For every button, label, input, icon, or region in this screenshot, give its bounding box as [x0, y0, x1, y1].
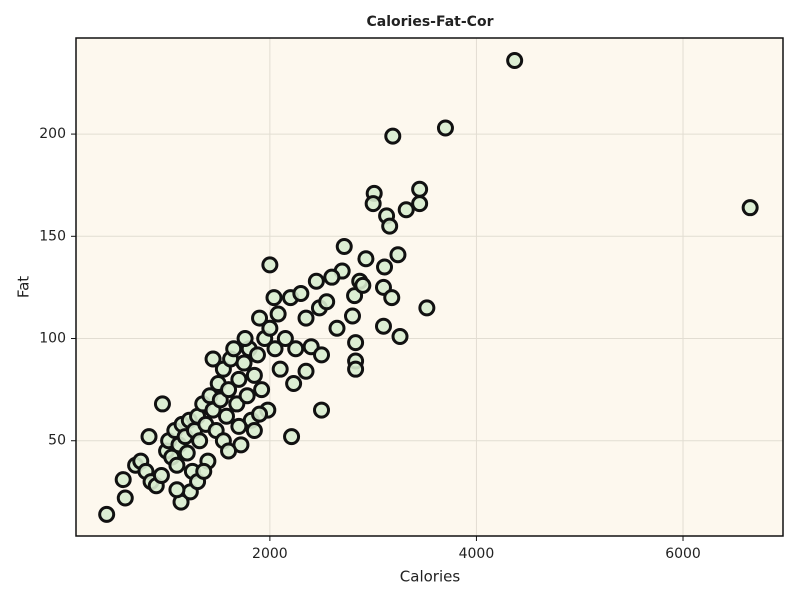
point: [389, 246, 407, 264]
point: [384, 127, 402, 145]
point: [285, 374, 303, 392]
point: [235, 354, 253, 372]
point: [168, 456, 186, 474]
point: [323, 268, 341, 286]
point: [253, 381, 271, 399]
point: [347, 360, 365, 378]
plot-frame: [75, 37, 784, 537]
point: [391, 327, 409, 345]
chart-title: Calories-Fat-Cor: [367, 14, 494, 30]
point: [152, 466, 170, 484]
point: [248, 346, 266, 364]
point: [307, 272, 325, 290]
point: [230, 370, 248, 388]
point: [343, 307, 361, 325]
x-tick-label: 4000: [459, 546, 495, 562]
point: [153, 395, 171, 413]
point: [376, 258, 394, 276]
point: [251, 405, 269, 423]
point: [261, 256, 279, 274]
point: [357, 250, 375, 268]
point: [287, 340, 305, 358]
point: [271, 360, 289, 378]
point: [116, 489, 134, 507]
point: [506, 51, 524, 69]
point: [238, 387, 256, 405]
point: [168, 481, 186, 499]
point: [220, 381, 238, 399]
x-tick-label: 6000: [665, 546, 701, 562]
point: [191, 432, 209, 450]
point: [251, 309, 269, 327]
point: [276, 330, 294, 348]
point: [269, 305, 287, 323]
point: [383, 289, 401, 307]
point: [140, 428, 158, 446]
point: [436, 119, 454, 137]
y-tick-label: 150: [39, 228, 66, 244]
point: [297, 362, 315, 380]
point: [347, 334, 365, 352]
point: [364, 195, 382, 213]
point: [374, 317, 392, 335]
point: [236, 330, 254, 348]
point: [98, 505, 116, 523]
point: [178, 444, 196, 462]
point: [245, 366, 263, 384]
point: [335, 238, 353, 256]
point: [297, 309, 315, 327]
point: [292, 285, 310, 303]
point: [411, 195, 429, 213]
point: [204, 350, 222, 368]
point: [114, 471, 132, 489]
x-tick-label: 2000: [252, 546, 288, 562]
point: [354, 276, 372, 294]
point: [397, 201, 415, 219]
point: [313, 401, 331, 419]
point: [328, 319, 346, 337]
point: [245, 422, 263, 440]
point: [265, 289, 283, 307]
point: [381, 217, 399, 235]
point: [266, 340, 284, 358]
point: [217, 407, 235, 425]
point: [195, 462, 213, 480]
point: [313, 346, 331, 364]
point: [230, 417, 248, 435]
point: [261, 319, 279, 337]
point: [741, 199, 759, 217]
y-axis-label: Fat: [15, 276, 33, 298]
x-axis-label: Calories: [400, 568, 461, 586]
point: [411, 180, 429, 198]
point: [283, 428, 301, 446]
point: [220, 442, 238, 460]
y-tick-label: 50: [48, 433, 66, 449]
y-tick-label: 200: [39, 126, 66, 142]
y-tick-label: 100: [39, 331, 66, 347]
point: [318, 293, 336, 311]
point: [418, 299, 436, 317]
